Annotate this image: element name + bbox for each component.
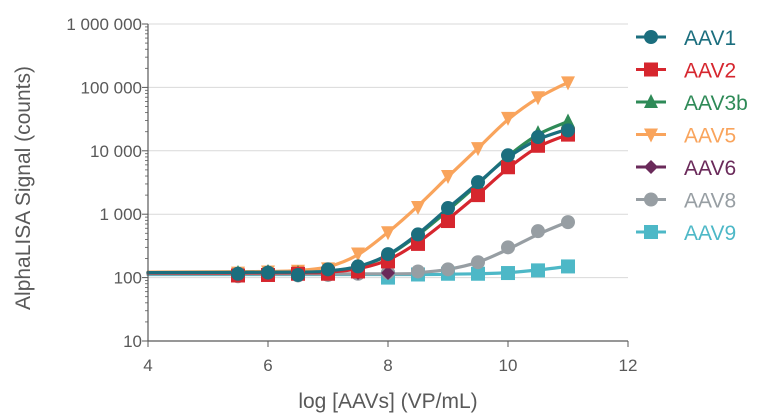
legend-item-aav3b: AAV3b (636, 92, 748, 115)
x-tick-label: 6 (263, 356, 272, 375)
axes: 10 100 1 000 10 000 100 000 1 000 000 4 6 8 10 12 (66, 15, 637, 375)
data-markers (231, 76, 575, 285)
data-point-aav5 (501, 111, 515, 126)
legend-marker (644, 94, 658, 108)
y-tick-label: 10 (123, 332, 142, 351)
x-tick-label: 10 (499, 356, 518, 375)
y-tick-label: 1 000 000 (66, 15, 142, 34)
data-point-aav9 (501, 266, 515, 281)
legend-label: AAV5 (684, 125, 736, 148)
legend: AAV1 AAV2 AAV3b AAV5 AAV6 AAV8 AAV9 (636, 27, 748, 245)
data-point-aav2 (471, 188, 485, 203)
data-point-aav1 (321, 262, 335, 277)
legend-marker (644, 30, 658, 44)
legend-item-aav9: AAV9 (636, 222, 736, 245)
y-tick-label: 100 000 (81, 78, 142, 97)
data-point-aav5 (381, 226, 395, 241)
data-point-aav8 (531, 224, 545, 239)
legend-marker (644, 192, 658, 207)
legend-item-aav6: AAV6 (636, 157, 736, 180)
y-tick-label: 10 000 (90, 142, 142, 161)
data-point-aav2 (501, 160, 515, 175)
data-point-aav5 (531, 91, 545, 106)
legend-label: AAV9 (684, 222, 736, 245)
y-tick-label: 100 (114, 269, 142, 288)
data-point-aav8 (501, 240, 515, 255)
data-point-aav8 (441, 262, 455, 277)
gridlines (148, 23, 628, 279)
y-axis-label: AlphaLISA Signal (counts) (12, 66, 35, 310)
x-axis-label: log [AAVs] (VP/mL) (298, 390, 477, 413)
data-point-aav6 (381, 266, 395, 281)
legend-label: AAV3b (684, 92, 748, 115)
data-point-aav5 (441, 170, 455, 185)
data-point-aav9 (531, 263, 545, 278)
data-point-aav5 (351, 247, 365, 262)
legend-label: AAV8 (684, 190, 736, 213)
data-point-aav1 (441, 201, 455, 216)
y-tick-label: 1 000 (99, 205, 142, 224)
data-point-aav8 (471, 255, 485, 270)
data-point-aav5 (561, 76, 575, 91)
data-point-aav9 (471, 266, 485, 281)
data-point-aav5 (411, 200, 425, 215)
data-point-aav1 (561, 123, 575, 138)
data-point-aav8 (411, 264, 425, 279)
data-point-aav1 (261, 265, 275, 280)
data-point-aav3b (561, 113, 575, 128)
legend-item-aav2: AAV2 (636, 60, 736, 83)
data-point-aav1 (381, 247, 395, 262)
data-point-aav1 (231, 266, 245, 281)
legend-item-aav1: AAV1 (636, 27, 736, 50)
data-point-aav8 (561, 215, 575, 230)
legend-label: AAV1 (684, 27, 736, 50)
x-tick-label: 4 (143, 356, 152, 375)
legend-label: AAV2 (684, 60, 736, 83)
data-point-aav1 (531, 130, 545, 145)
data-point-aav1 (471, 175, 485, 190)
legend-marker (644, 62, 658, 77)
x-tick-label: 8 (383, 356, 392, 375)
data-point-aav5 (471, 142, 485, 157)
data-point-aav9 (561, 259, 575, 274)
legend-label: AAV6 (684, 157, 736, 180)
data-point-aav1 (411, 227, 425, 242)
legend-marker (644, 160, 658, 174)
data-point-aav1 (291, 267, 305, 282)
data-point-aav1 (351, 259, 365, 274)
data-point-aav1 (501, 148, 515, 163)
legend-item-aav8: AAV8 (636, 190, 736, 213)
legend-item-aav5: AAV5 (636, 125, 736, 148)
x-tick-label: 12 (619, 356, 638, 375)
legend-marker (644, 128, 658, 143)
legend-marker (644, 225, 658, 239)
data-point-aav2 (441, 214, 455, 229)
